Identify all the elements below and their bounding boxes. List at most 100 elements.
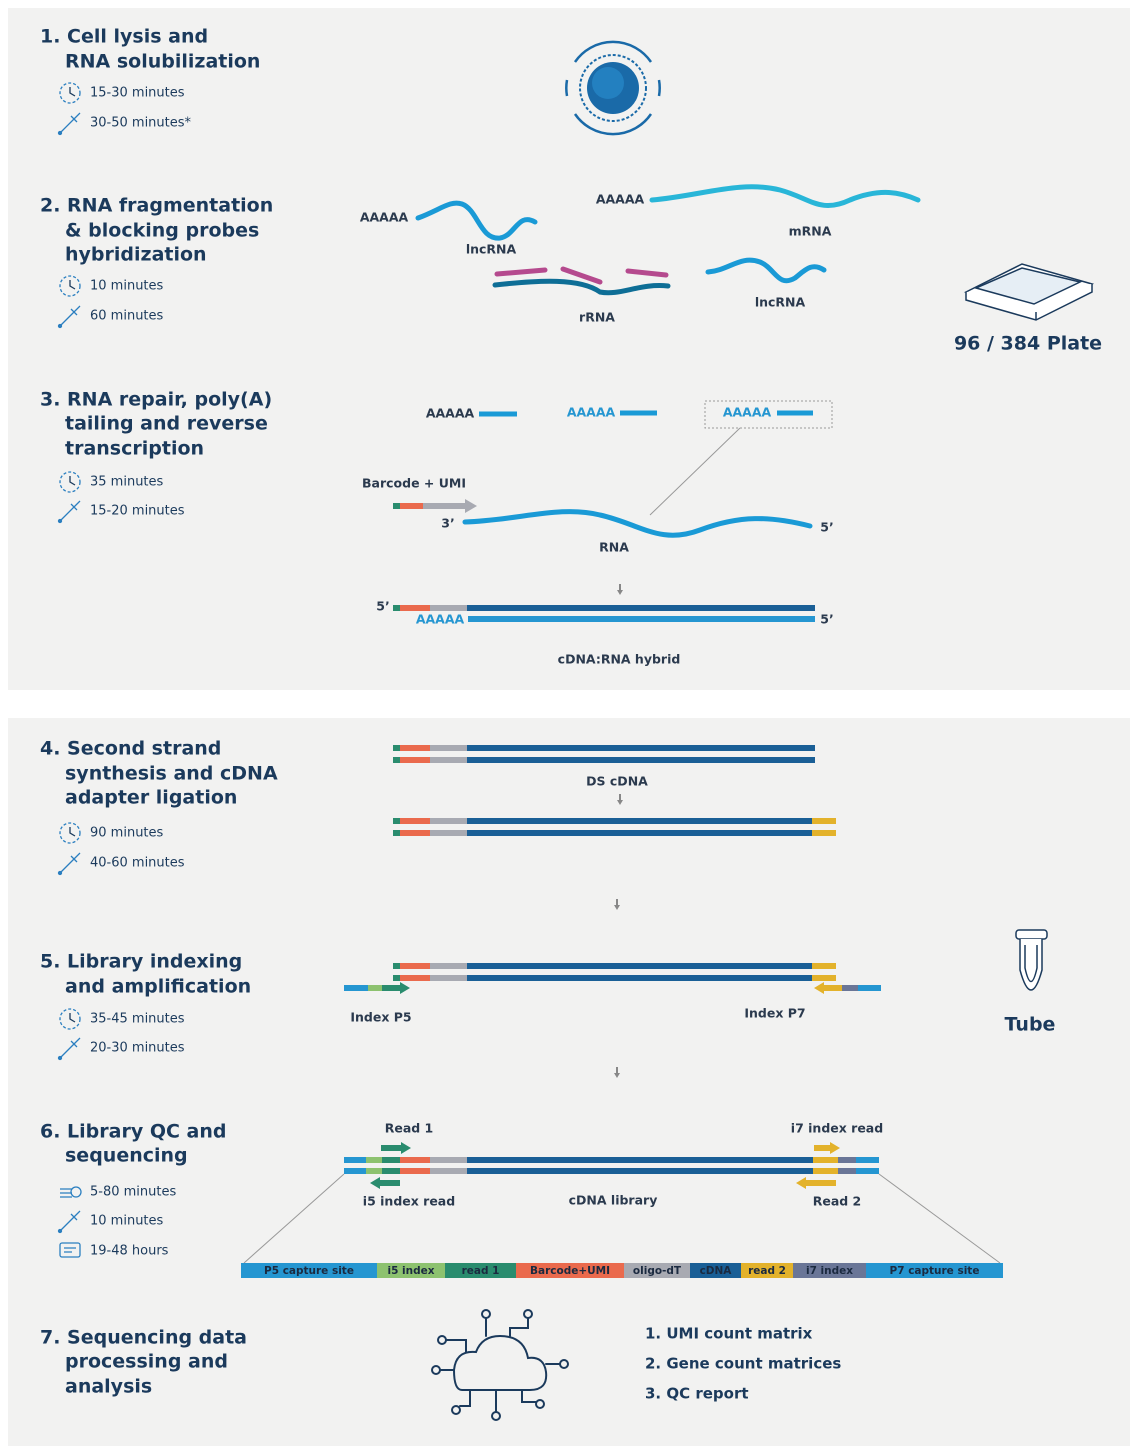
polya-label: AAAAA (416, 612, 465, 627)
read-label: i7 index read (791, 1121, 883, 1136)
drop (57, 870, 63, 876)
end-label: 5’ (376, 599, 389, 614)
clock-hands (69, 1013, 76, 1023)
strand-segment (467, 975, 812, 981)
strand (393, 830, 836, 836)
clock-hands (69, 280, 76, 290)
strand-segment (344, 1168, 366, 1174)
strand-segment (430, 830, 467, 836)
cloud-icon (431, 1309, 569, 1421)
primer-arrow (814, 1142, 840, 1154)
step-time: 10 minutes (90, 279, 164, 294)
strand-segment (400, 818, 430, 824)
strand-segment (858, 985, 881, 991)
strand (842, 985, 881, 991)
strand-segment (400, 1168, 430, 1174)
strand (468, 616, 815, 622)
segment-label: P7 capture site (890, 1265, 980, 1277)
segment-label: P5 capture site (264, 1265, 354, 1277)
strand-segment (813, 1157, 838, 1163)
step-title: 2. RNA fragmentation (40, 195, 273, 217)
segment-label: read 2 (748, 1265, 786, 1277)
step-title: RNA solubilization (65, 51, 260, 73)
time-icon (59, 1242, 81, 1258)
strand-segment (856, 1157, 879, 1163)
strand-segment (400, 1157, 430, 1163)
primer-arrow (370, 1177, 400, 1189)
clock-hands (69, 87, 76, 97)
library-segment (690, 1263, 741, 1278)
time-icon (57, 1037, 81, 1061)
segment-label: oligo-dT (633, 1265, 682, 1277)
library-segment (624, 1263, 690, 1278)
plate-label: 96 / 384 Plate (954, 333, 1102, 355)
strand-segment (393, 745, 400, 751)
strand-segment (393, 830, 400, 836)
strand-segment (400, 757, 430, 763)
read-label: i5 index read (363, 1194, 455, 1209)
step-title: 1. Cell lysis and (40, 26, 208, 48)
library-label: cDNA library (569, 1193, 658, 1208)
polya-label: AAAAA (723, 405, 772, 420)
library-segment (241, 1263, 377, 1278)
polya-label: AAAAA (567, 405, 616, 420)
time-icon (59, 82, 81, 104)
strand-segment (430, 605, 467, 611)
strand-segment (368, 985, 382, 991)
segment-label: cDNA (700, 1265, 733, 1277)
clock (59, 82, 81, 104)
drop (57, 1228, 63, 1234)
barcode-label: Barcode + UMI (362, 476, 466, 491)
primer-arrow (796, 1177, 836, 1189)
segment-label: i5 index (387, 1265, 434, 1277)
polya-label: AAAAA (360, 210, 409, 225)
strand-segment (430, 818, 467, 824)
step-title: 6. Library QC and (40, 1121, 227, 1143)
strand-segment (812, 830, 836, 836)
strand-segment (430, 1168, 467, 1174)
step-title: 3. RNA repair, poly(A) (40, 389, 272, 411)
polya-label: AAAAA (596, 192, 645, 207)
strand-segment (400, 605, 430, 611)
step-time: 90 minutes (90, 826, 164, 841)
clock (59, 275, 81, 297)
pipette (60, 852, 81, 873)
step-title: 5. Library indexing (40, 951, 242, 973)
pipette (60, 305, 81, 326)
strand-segment (393, 605, 400, 611)
strand-segment (344, 1157, 366, 1163)
strand-segment (366, 1168, 382, 1174)
clock (59, 1008, 81, 1030)
rna-label: rRNA (579, 310, 615, 325)
step-title: 7. Sequencing data (40, 1327, 247, 1349)
strand-segment (430, 1157, 467, 1163)
step-time: 10 minutes (90, 1214, 164, 1229)
step-title: analysis (65, 1376, 152, 1398)
strand-segment (393, 963, 400, 969)
strand (393, 605, 815, 611)
strand-segment (393, 818, 400, 824)
strand-segment (813, 1168, 838, 1174)
library-segment (741, 1263, 793, 1278)
strand-segment (430, 757, 467, 763)
time-icon (60, 1186, 82, 1198)
library-segment (445, 1263, 516, 1278)
step-time: 35 minutes (90, 475, 164, 490)
step-title: sequencing (65, 1145, 188, 1167)
strand-segment (467, 1168, 813, 1174)
step-time: 19-48 hours (90, 1244, 169, 1259)
strand (393, 963, 836, 969)
strand-segment (812, 975, 836, 981)
step-title: transcription (65, 438, 204, 460)
end-label: 5’ (820, 612, 833, 627)
barcode-primer (393, 499, 477, 513)
tube-label: Tube (1005, 1014, 1056, 1036)
output-item: 3. QC report (645, 1385, 749, 1403)
strand-segment (393, 975, 400, 981)
strand-segment (467, 605, 815, 611)
read-label: Read 1 (385, 1121, 434, 1136)
library-segment (793, 1263, 866, 1278)
lens (70, 1186, 82, 1198)
zoom-line (243, 1173, 345, 1264)
zoom-line (878, 1173, 1001, 1264)
